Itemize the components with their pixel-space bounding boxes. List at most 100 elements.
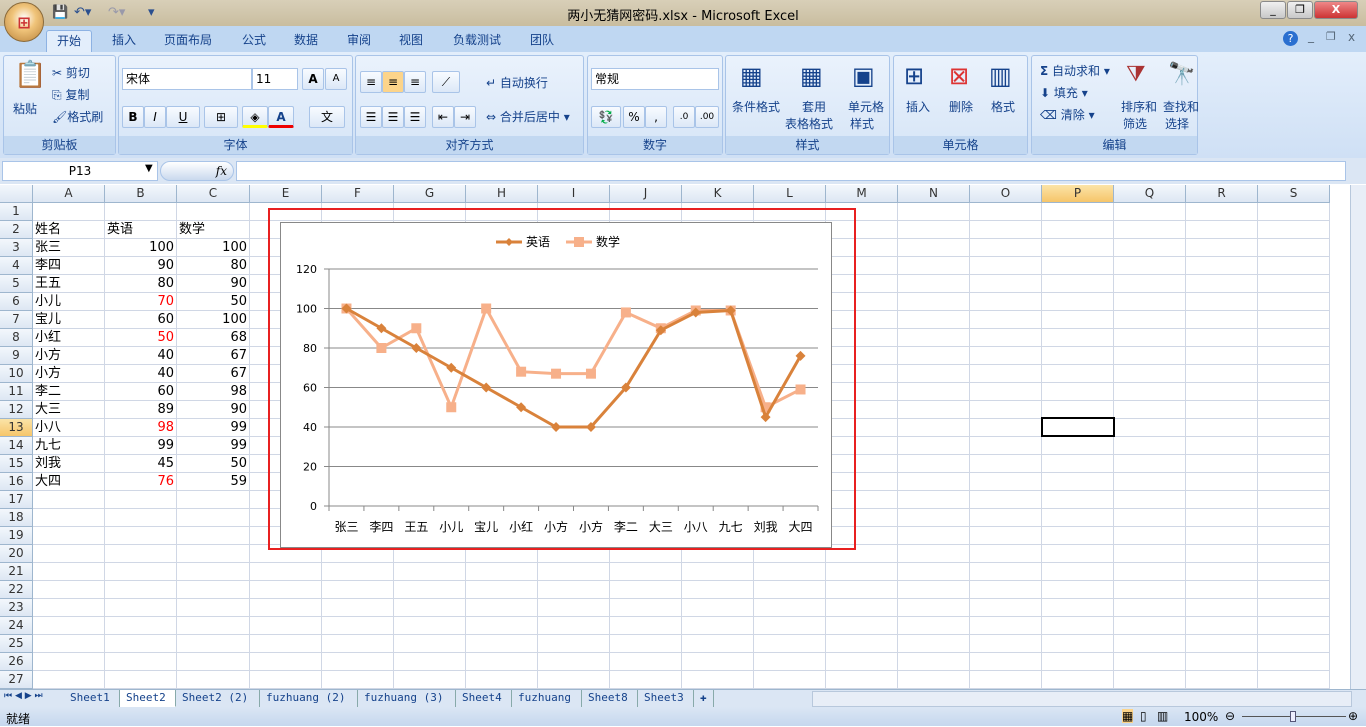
doc-close-icon[interactable]: x <box>1348 30 1356 44</box>
cell[interactable] <box>105 581 177 599</box>
cell[interactable] <box>1186 347 1258 365</box>
cell[interactable] <box>826 293 898 311</box>
cell[interactable] <box>970 527 1042 545</box>
cell[interactable]: 98 <box>177 383 250 401</box>
cell[interactable] <box>538 203 610 221</box>
sheet-tab[interactable]: Sheet2 <box>120 690 176 707</box>
cell[interactable] <box>394 653 466 671</box>
column-header[interactable]: B <box>105 185 177 203</box>
zoom-slider-thumb[interactable] <box>1290 711 1296 722</box>
sheet-nav-icons[interactable]: ⏮ ◀ ▶ ⏭ <box>4 691 43 701</box>
cell[interactable] <box>322 581 394 599</box>
cell[interactable] <box>177 545 250 563</box>
column-header[interactable]: A <box>33 185 105 203</box>
column-header[interactable]: S <box>1258 185 1330 203</box>
cell[interactable] <box>682 653 754 671</box>
cell[interactable] <box>610 581 682 599</box>
cell[interactable] <box>1114 257 1186 275</box>
cell[interactable] <box>1114 599 1186 617</box>
row-header[interactable]: 24 <box>0 617 33 635</box>
cell[interactable] <box>250 563 322 581</box>
cell[interactable] <box>1042 329 1114 347</box>
cell[interactable] <box>250 653 322 671</box>
cell[interactable]: 姓名 <box>33 221 105 239</box>
cell[interactable] <box>610 599 682 617</box>
cell[interactable] <box>826 473 898 491</box>
cell[interactable] <box>826 635 898 653</box>
cell[interactable] <box>1042 563 1114 581</box>
tab-insert[interactable]: 插入 <box>112 33 137 47</box>
increase-indent-button[interactable]: ⇥ <box>454 106 476 128</box>
row-header[interactable]: 14 <box>0 437 33 455</box>
tab-data[interactable]: 数据 <box>294 33 319 47</box>
cell[interactable] <box>33 671 105 689</box>
cell[interactable] <box>105 545 177 563</box>
cell[interactable] <box>898 491 970 509</box>
cell[interactable] <box>322 545 394 563</box>
cell[interactable]: 小方 <box>33 365 105 383</box>
cell[interactable] <box>1258 239 1330 257</box>
cell[interactable] <box>610 617 682 635</box>
cell[interactable]: 99 <box>105 437 177 455</box>
cell[interactable] <box>1186 239 1258 257</box>
cell[interactable] <box>826 383 898 401</box>
cell[interactable] <box>1186 509 1258 527</box>
cell[interactable] <box>898 437 970 455</box>
cell[interactable] <box>826 491 898 509</box>
cell[interactable]: 67 <box>177 347 250 365</box>
cell[interactable]: 59 <box>177 473 250 491</box>
cell[interactable]: 76 <box>105 473 177 491</box>
cell[interactable] <box>1042 221 1114 239</box>
cell[interactable] <box>898 311 970 329</box>
cell[interactable] <box>1114 329 1186 347</box>
cell[interactable]: 89 <box>105 401 177 419</box>
formula-input[interactable] <box>236 161 1346 181</box>
cell[interactable] <box>682 617 754 635</box>
row-header[interactable]: 19 <box>0 527 33 545</box>
cell[interactable] <box>177 581 250 599</box>
cell[interactable] <box>970 671 1042 689</box>
horizontal-scrollbar[interactable] <box>812 691 1352 707</box>
cell[interactable] <box>1042 635 1114 653</box>
insert-cells-button[interactable]: 插入 <box>906 100 931 114</box>
cell[interactable]: 90 <box>177 275 250 293</box>
cell[interactable] <box>610 653 682 671</box>
cell[interactable] <box>898 239 970 257</box>
cell[interactable]: 王五 <box>33 275 105 293</box>
sheet-tab[interactable]: Sheet4 <box>456 690 512 707</box>
cell[interactable] <box>754 563 826 581</box>
cell[interactable] <box>1186 653 1258 671</box>
cell[interactable] <box>1258 203 1330 221</box>
cell[interactable] <box>970 401 1042 419</box>
column-header[interactable]: R <box>1186 185 1258 203</box>
sheet-tab[interactable]: fuzhuang (3) <box>358 690 456 707</box>
cell[interactable] <box>33 509 105 527</box>
cell[interactable] <box>898 527 970 545</box>
cell[interactable] <box>322 599 394 617</box>
cell[interactable] <box>105 509 177 527</box>
row-header[interactable]: 23 <box>0 599 33 617</box>
cell[interactable] <box>250 671 322 689</box>
cell[interactable]: 50 <box>177 455 250 473</box>
cell[interactable] <box>970 491 1042 509</box>
row-header[interactable]: 20 <box>0 545 33 563</box>
office-button[interactable]: ⊞ <box>4 2 44 42</box>
cell[interactable] <box>826 563 898 581</box>
cell[interactable]: 50 <box>105 329 177 347</box>
cell[interactable] <box>177 203 250 221</box>
cell[interactable] <box>1042 509 1114 527</box>
cell[interactable] <box>1186 329 1258 347</box>
sort-filter-button[interactable]: 排序和 <box>1121 100 1158 114</box>
close-button[interactable]: X <box>1314 1 1358 19</box>
cell[interactable] <box>898 581 970 599</box>
copy-button[interactable]: ⎘ 复制 <box>52 86 89 103</box>
cell[interactable] <box>1258 437 1330 455</box>
cell[interactable] <box>898 653 970 671</box>
cell[interactable] <box>105 203 177 221</box>
cell[interactable] <box>754 599 826 617</box>
cell[interactable] <box>538 635 610 653</box>
align-middle-button[interactable]: ≡ <box>382 71 404 93</box>
cell[interactable] <box>1114 221 1186 239</box>
cell[interactable]: 九七 <box>33 437 105 455</box>
row-header[interactable]: 6 <box>0 293 33 311</box>
